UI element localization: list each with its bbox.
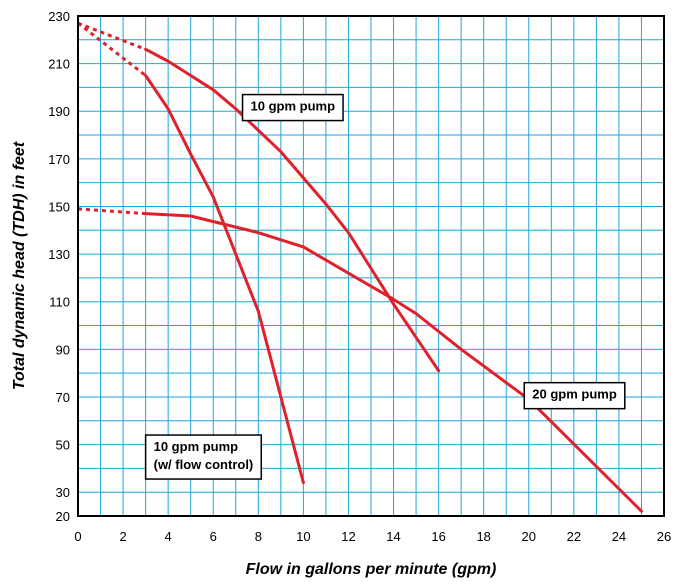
y-tick-label: 30 (56, 485, 70, 500)
series-label-box (241, 93, 344, 122)
x-tick-label: 20 (522, 529, 536, 544)
x-tick-label: 0 (74, 529, 81, 544)
series-line-20-gpm-pump (144, 212, 643, 513)
x-tick-label: 18 (476, 529, 490, 544)
x-tick-label: 2 (119, 529, 126, 544)
x-tick-label: 6 (210, 529, 217, 544)
series-extrapolation-10-gpm-pump-w-flow-control (77, 21, 147, 77)
y-tick-label: 20 (56, 509, 70, 524)
y-tick-label: 170 (48, 152, 70, 167)
y-tick-label: 150 (48, 199, 70, 214)
x-tick-label: 24 (612, 529, 626, 544)
x-tick-label: 14 (386, 529, 400, 544)
y-tick-label: 230 (48, 9, 70, 24)
y-tick-label: 190 (48, 104, 70, 119)
x-tick-label: 22 (567, 529, 581, 544)
y-tick-label: 130 (48, 247, 70, 262)
x-axis-title: Flow in gallons per minute (gpm) (246, 561, 497, 578)
y-tick-label: 90 (56, 342, 70, 357)
series-label-text: 10 gpm pump (251, 99, 336, 114)
series-callouts: 10 gpm pump 10 gpm pump (w/ flow control) 2… (144, 93, 626, 480)
y-tick-label: 110 (49, 295, 70, 310)
x-tick-label: 16 (431, 529, 445, 544)
series-label-box (523, 381, 626, 410)
series-label-text: 10 gpm pump (154, 439, 239, 454)
series-label-text: 20 gpm pump (532, 387, 617, 402)
y-axis-title: Total dynamic head (TDH) in feet (11, 141, 28, 390)
series-label-box (144, 434, 263, 480)
plot-frame (77, 15, 665, 517)
x-tick-label: 10 (296, 529, 310, 544)
series-label-text: (w/ flow control) (154, 457, 254, 472)
x-tick-label: 26 (657, 529, 671, 544)
x-tick-label: 4 (165, 529, 172, 544)
y-tick-label: 210 (48, 57, 70, 72)
series-label-10-gpm-pump: 10 gpm pump (241, 93, 344, 122)
y-tick-label: 50 (56, 438, 70, 453)
series-extrapolation-20-gpm-pump (77, 207, 146, 216)
series-label-10-gpm-pump-w-flow-control: 10 gpm pump (w/ flow control) (144, 434, 263, 480)
tick-labels: 0 2 4 6 8 10 12 14 16 18 20 22 24 2620305070901101301… (48, 9, 671, 544)
series-lines (77, 21, 643, 513)
x-tick-label: 8 (255, 529, 262, 544)
series-label-20-gpm-pump: 20 gpm pump (523, 381, 626, 410)
x-tick-label: 12 (341, 529, 355, 544)
y-tick-label: 70 (56, 390, 70, 405)
